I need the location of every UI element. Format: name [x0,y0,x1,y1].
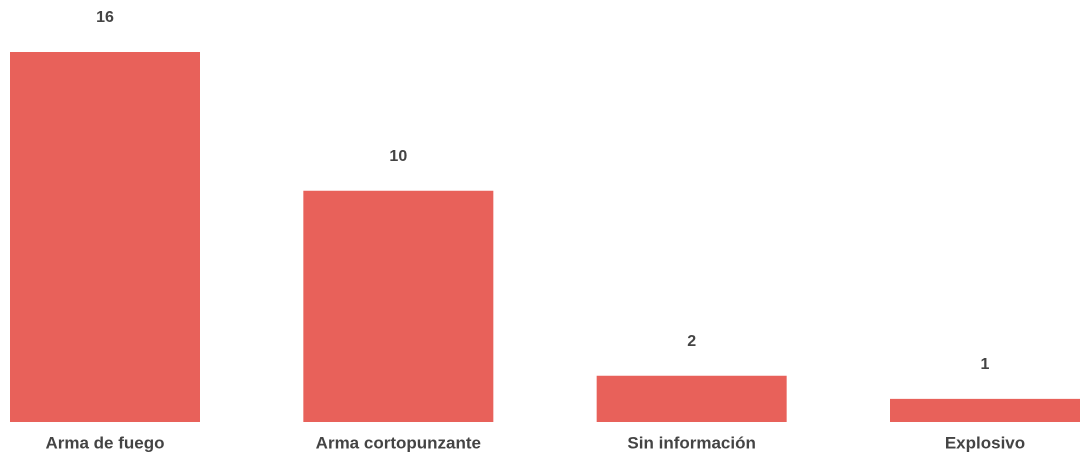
value-label: 10 [389,148,407,165]
bar [596,375,787,422]
bar [303,190,494,422]
value-label: 2 [687,333,696,350]
x-tick-label: Arma de fuego [45,433,164,452]
value-label: 1 [981,356,990,373]
bar [10,52,200,422]
x-tick-label: Explosivo [945,433,1025,452]
bar [890,398,1080,422]
x-tick-label: Arma cortopunzante [316,433,481,452]
x-tick-label: Sin información [627,433,755,452]
value-label: 16 [96,9,114,26]
